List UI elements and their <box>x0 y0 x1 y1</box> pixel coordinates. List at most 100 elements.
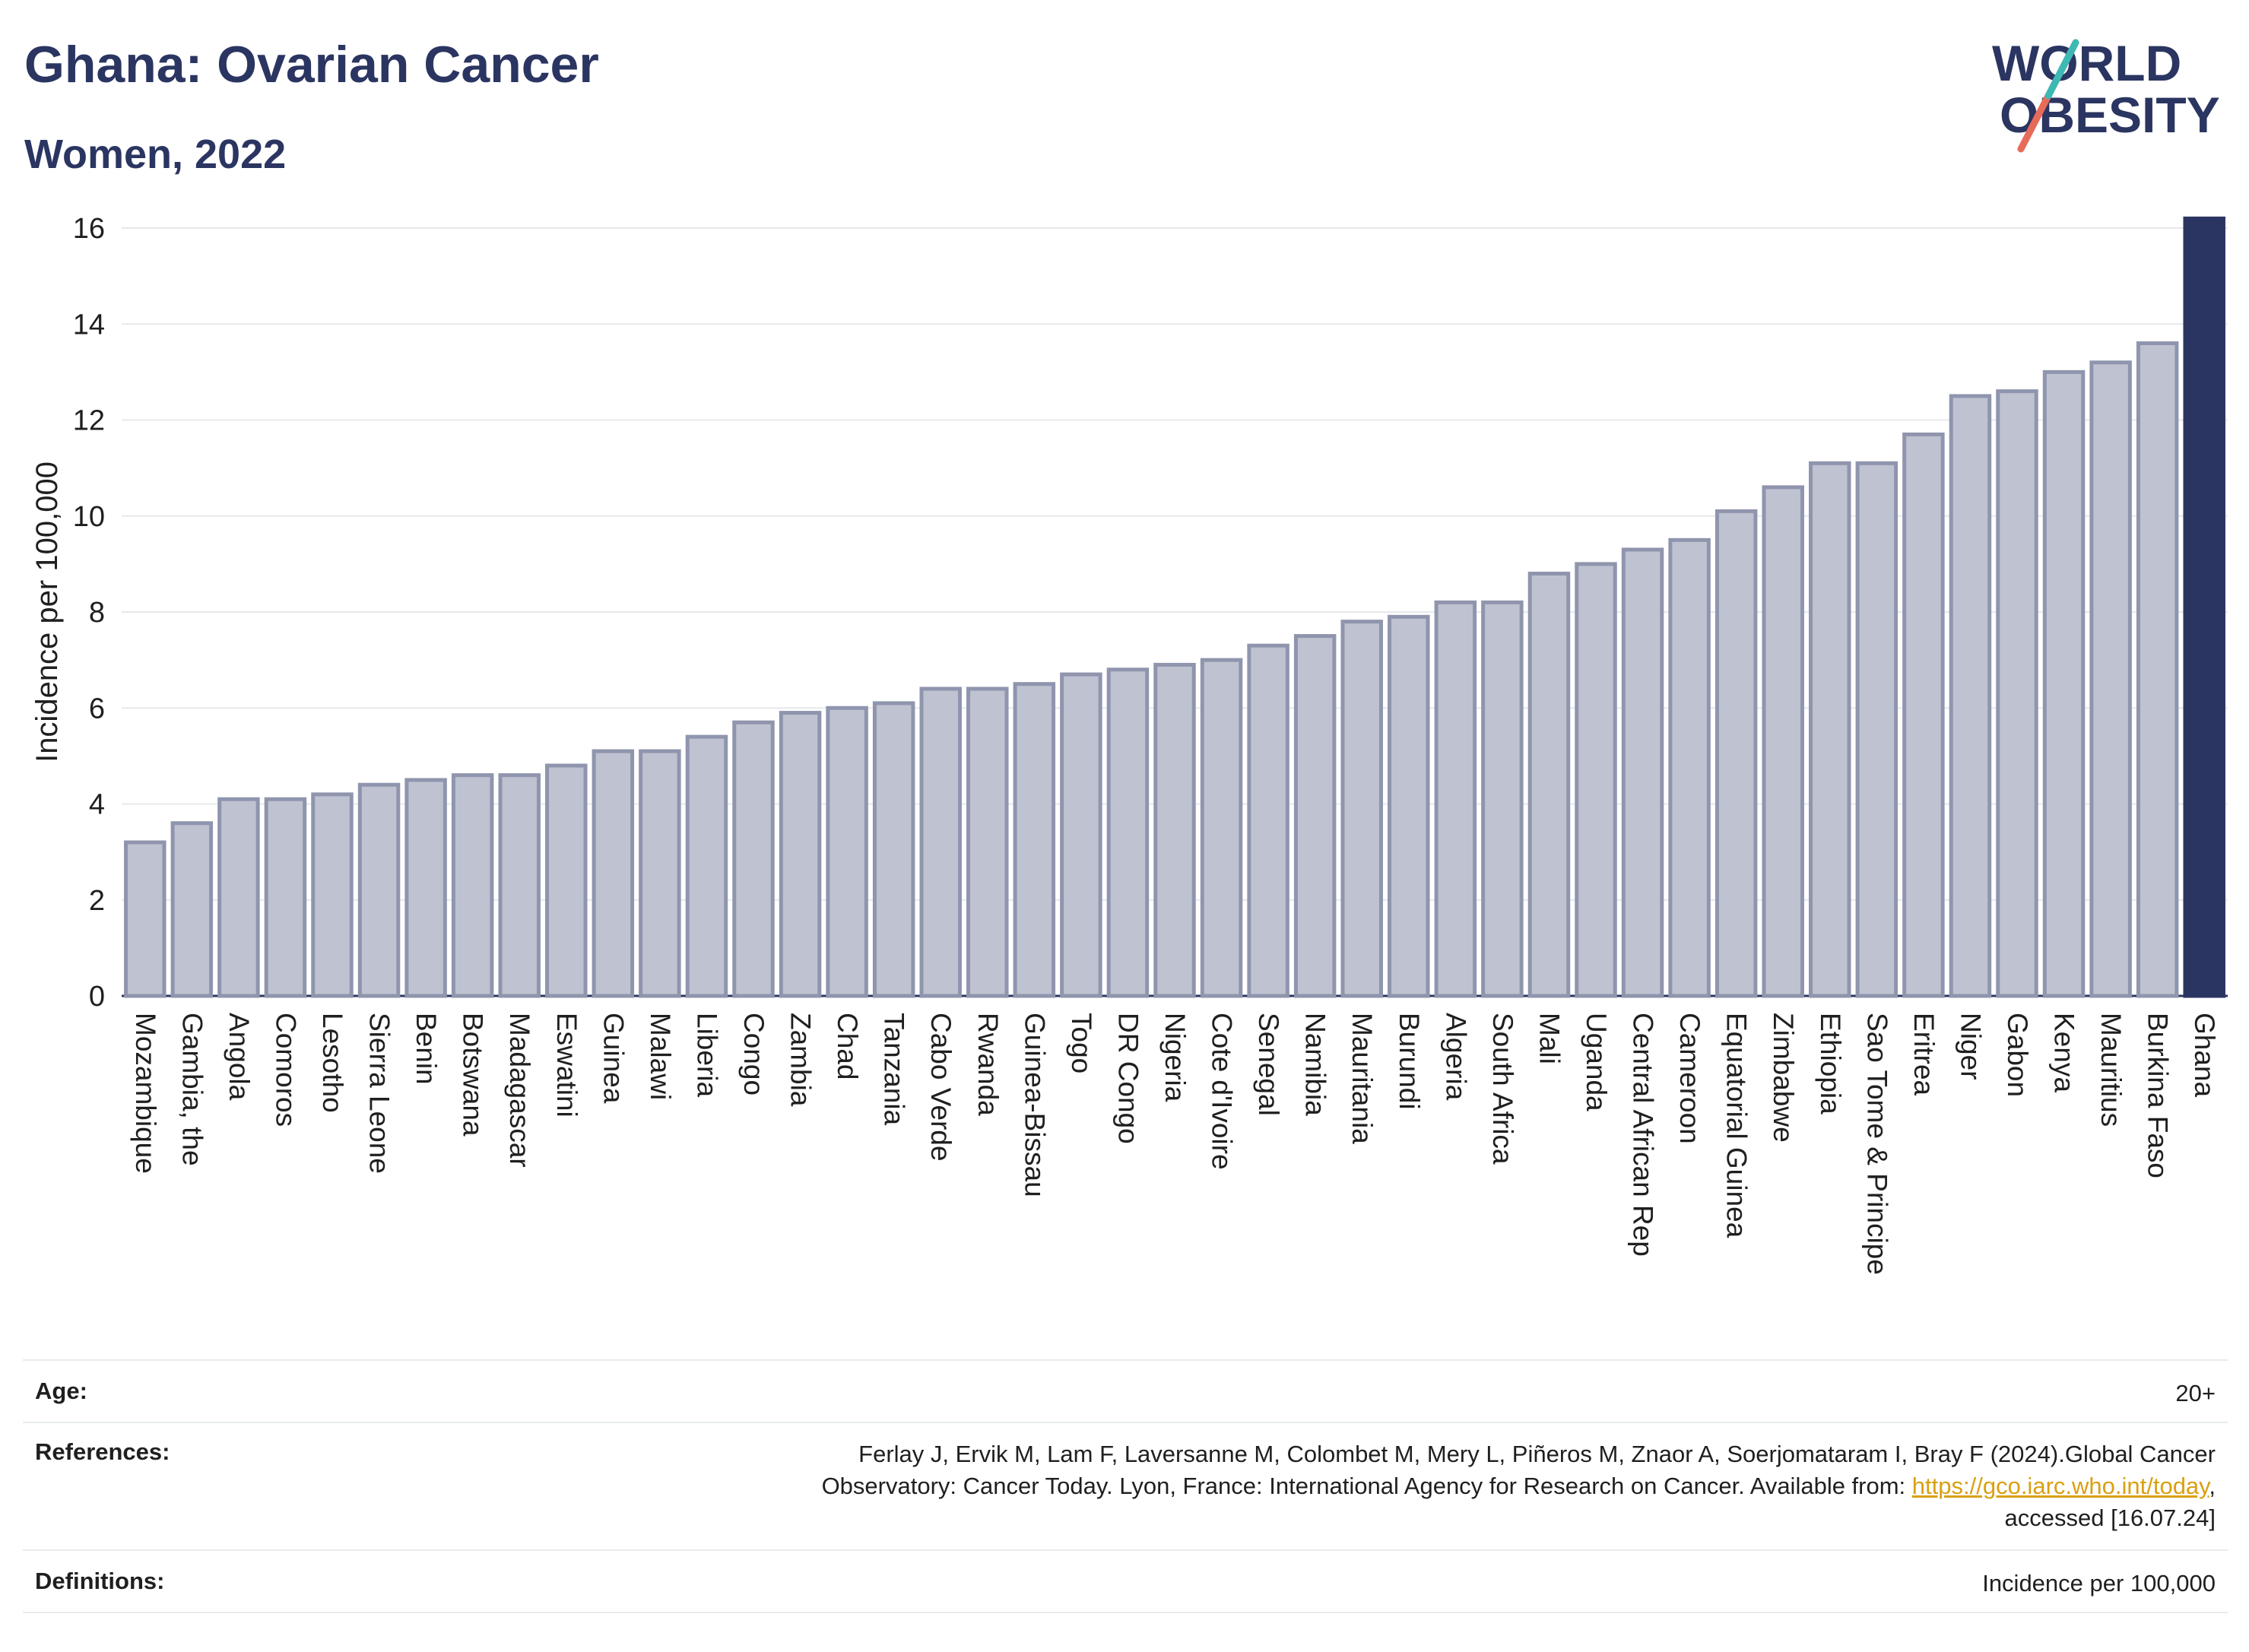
x-tick-label: Madagascar <box>504 1013 535 1168</box>
x-tick-label: Gambia, the <box>176 1013 208 1166</box>
logo-slash-teal <box>2044 39 2079 100</box>
x-tick-label: Guinea-Bissau <box>1019 1013 1050 1197</box>
bar-chart: 0 2 4 6 8 10 12 14 16 Mozambique Gambia, the Angol… <box>30 213 2228 1275</box>
bar-mozambique <box>124 840 167 998</box>
y-tick-label: 2 <box>89 885 105 917</box>
x-tick-label: Sierra Leone <box>364 1013 395 1174</box>
bars <box>124 216 2225 998</box>
divider-3 <box>23 1549 2228 1551</box>
x-tick-label: Rwanda <box>972 1013 1004 1116</box>
references-text: Ferlay J, Ervik M, Lam F, Laversanne M, … <box>822 1438 2216 1534</box>
x-tick-label: Kenya <box>2049 1013 2080 1092</box>
bar-burkina-faso <box>2136 341 2179 998</box>
x-tick-label: Ghana <box>2189 1013 2220 1098</box>
x-tick-label: Cabo Verde <box>925 1013 956 1161</box>
x-tick-label: Malawi <box>645 1013 676 1100</box>
definitions-value: Incidence per 100,000 <box>1982 1570 2216 1597</box>
references-row: References: Ferlay J, Ervik M, Lam F, La… <box>23 1438 2228 1545</box>
bar-guinea <box>592 749 635 998</box>
x-tick-label: Mauritania <box>1347 1013 1378 1144</box>
age-row: Age: 20+ <box>23 1378 2228 1416</box>
bar-eswatini <box>545 763 588 998</box>
y-tick-label: 12 <box>73 405 105 437</box>
bar-rwanda <box>966 686 1009 998</box>
y-tick-label: 0 <box>89 981 105 1013</box>
bar-cameroon <box>1668 537 1711 998</box>
x-tick-label: Burkina Faso <box>2143 1013 2174 1178</box>
chart-title: Ghana: Ovarian Cancer <box>24 36 599 94</box>
bar-south-africa <box>1481 600 1524 998</box>
bar-chad <box>826 706 868 998</box>
bar-algeria <box>1434 600 1477 998</box>
divider-1 <box>23 1359 2228 1361</box>
bar-equatorial-guinea <box>1715 509 1758 998</box>
x-tick-label: DR Congo <box>1112 1013 1144 1144</box>
x-tick-label: Liberia <box>691 1013 722 1097</box>
y-tick-label: 14 <box>73 309 105 341</box>
definitions-row: Definitions: Incidence per 100,000 <box>23 1568 2228 1606</box>
y-tick-label: 16 <box>73 213 105 245</box>
references-link[interactable]: https://gco.iarc.who.int/today <box>1911 1473 2209 1499</box>
bar-botswana <box>451 773 494 998</box>
x-tick-label: Lesotho <box>317 1013 348 1113</box>
x-tick-labels: Mozambique Gambia, the Angola Comoros Lesoth… <box>130 1013 2220 1275</box>
x-tick-label: Nigeria <box>1159 1013 1191 1102</box>
bar-togo <box>1060 672 1102 998</box>
y-tick-labels: 0 2 4 6 8 10 12 14 16 <box>73 213 105 1013</box>
x-tick-label: Uganda <box>1581 1013 1612 1111</box>
x-tick-label: Burundi <box>1394 1013 1425 1110</box>
bar-cote-d-ivoire <box>1200 658 1243 998</box>
bar-mauritius <box>2089 360 2132 998</box>
references-label: References: <box>35 1438 170 1465</box>
definitions-label: Definitions: <box>35 1568 165 1594</box>
references-line-1: Ferlay J, Ervik M, Lam F, Laversanne M, … <box>858 1441 2216 1467</box>
bar-congo <box>732 720 775 998</box>
bar-central-african-rep <box>1621 547 1664 998</box>
x-tick-label: Ethiopia <box>1815 1013 1846 1115</box>
bar-guinea-bissau <box>1013 682 1056 998</box>
x-tick-label: Niger <box>1955 1013 1986 1080</box>
x-tick-label: Cameroon <box>1674 1013 1705 1144</box>
bar-burundi <box>1388 614 1430 998</box>
logo-text-line2: OBESITY <box>2000 87 2220 143</box>
bar-niger <box>1949 394 1992 998</box>
x-tick-label: Chad <box>832 1013 863 1080</box>
x-tick-label: Benin <box>411 1013 442 1085</box>
age-label: Age: <box>35 1378 87 1404</box>
bar-kenya <box>2042 369 2086 998</box>
x-tick-label: Zambia <box>785 1013 817 1107</box>
divider-2 <box>23 1422 2228 1423</box>
divider-4 <box>23 1612 2228 1613</box>
bar-nigeria <box>1153 662 1196 998</box>
x-tick-label: Tanzania <box>879 1013 910 1126</box>
references-line-2-end: , <box>2209 1473 2216 1499</box>
references-line-2: Observatory: Cancer Today. Lyon, France:… <box>822 1470 2216 1502</box>
x-tick-label: Zimbabwe <box>1768 1013 1799 1143</box>
y-tick-label: 6 <box>89 693 105 725</box>
bar-namibia <box>1293 634 1337 998</box>
y-axis-label: Incidence per 100,000 <box>30 461 64 763</box>
world-obesity-logo: WORLD OBESITY <box>1977 27 2235 164</box>
bar-lesotho <box>311 792 354 998</box>
bar-gambia-the <box>170 821 214 998</box>
x-tick-label: Eritrea <box>1908 1013 1940 1096</box>
bar-mauritania <box>1340 620 1383 998</box>
bar-senegal <box>1247 643 1289 998</box>
bar-tanzania <box>872 701 915 998</box>
bar-comoros <box>264 797 307 998</box>
x-tick-label: Botswana <box>458 1013 489 1137</box>
references-line-2-text: Observatory: Cancer Today. Lyon, France:… <box>821 1473 1912 1499</box>
bar-angola <box>217 797 260 998</box>
x-tick-label: Comoros <box>270 1013 301 1127</box>
x-tick-label: Equatorial Guinea <box>1721 1013 1753 1238</box>
bar-mali <box>1527 572 1571 998</box>
bar-liberia <box>685 734 728 998</box>
bar-eritrea <box>1902 432 1945 998</box>
y-tick-label: 8 <box>89 597 105 629</box>
y-tick-label: 10 <box>73 501 105 533</box>
bar-uganda <box>1575 562 1617 998</box>
x-tick-label: Gabon <box>2002 1013 2033 1097</box>
x-tick-label: Cote d'Ivoire <box>1207 1013 1238 1170</box>
bar-benin <box>404 778 447 998</box>
bar-zimbabwe <box>1762 485 1804 998</box>
